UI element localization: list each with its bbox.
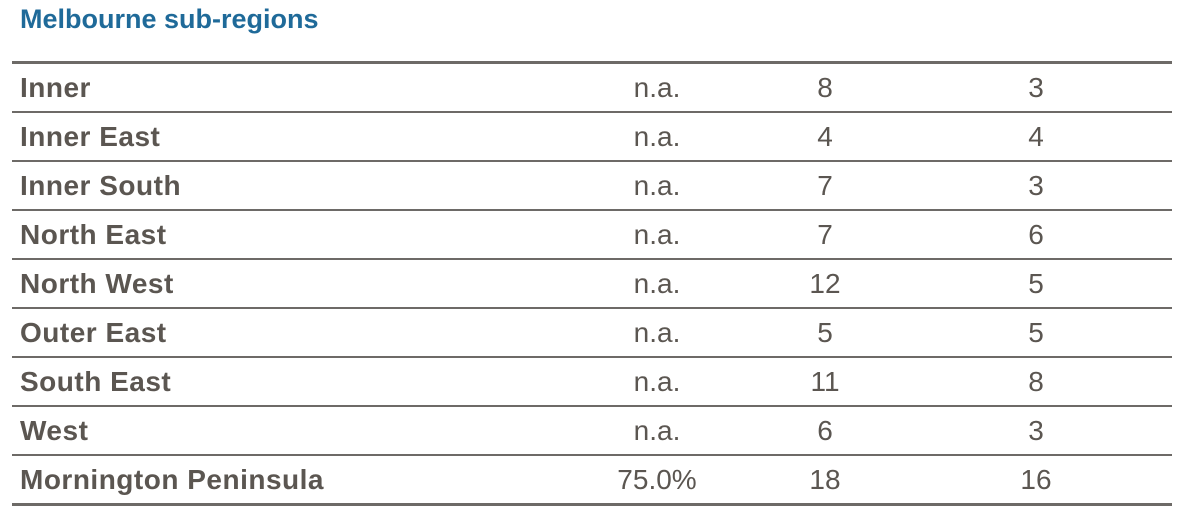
value-cell: 6	[817, 415, 833, 446]
value-cell: 5	[1028, 317, 1044, 348]
table-row: Inner East n.a. 4 4	[12, 111, 1172, 160]
value-cell: 8	[1028, 366, 1044, 397]
value-cell: 18	[809, 464, 841, 495]
value-cell: n.a.	[633, 219, 681, 250]
value-cell: 11	[810, 366, 840, 397]
value-cell: 6	[1028, 219, 1044, 250]
value-cell: 5	[817, 317, 833, 348]
row-label: Inner	[20, 72, 91, 103]
table-row: West n.a. 6 3	[12, 405, 1172, 454]
value-cell: 3	[1028, 170, 1044, 201]
value-cell: 3	[1028, 415, 1044, 446]
section-title: Melbourne sub-regions	[20, 4, 319, 34]
value-cell: 16	[1020, 464, 1052, 495]
value-cell: 3	[1028, 72, 1044, 103]
row-label: Mornington Peninsula	[20, 464, 324, 495]
table-row: South East n.a. 11 8	[12, 356, 1172, 405]
row-label: North West	[20, 268, 174, 299]
table-row: Outer East n.a. 5 5	[12, 307, 1172, 356]
table-row: Inner n.a. 8 3	[12, 61, 1172, 111]
value-cell: 4	[817, 121, 833, 152]
value-cell: 4	[1028, 121, 1044, 152]
value-cell: n.a.	[633, 366, 681, 397]
row-label: South East	[20, 366, 172, 397]
row-label: Inner South	[20, 170, 182, 201]
value-cell: n.a.	[633, 121, 681, 152]
value-cell: n.a.	[633, 72, 681, 103]
value-cell: 75.0%	[617, 464, 697, 495]
table: Inner n.a. 8 3 Inner East n.a. 4 4 Inner South n.…	[12, 61, 1172, 506]
value-cell: n.a.	[633, 415, 681, 446]
value-cell: n.a.	[633, 317, 681, 348]
row-label: North East	[20, 219, 167, 250]
table-row: North West n.a. 12 5	[12, 258, 1172, 307]
value-cell: 8	[817, 72, 833, 103]
table-row: North East n.a. 7 6	[12, 209, 1172, 258]
table-row: Inner South n.a. 7 3	[12, 160, 1172, 209]
value-cell: 7	[817, 170, 833, 201]
table-row: Mornington Peninsula 75.0% 18 16	[12, 454, 1172, 506]
row-label: Inner East	[20, 121, 161, 152]
value-cell: 5	[1028, 268, 1044, 299]
value-cell: n.a.	[633, 170, 681, 201]
value-cell: 12	[809, 268, 841, 299]
row-label: Outer East	[20, 317, 167, 348]
row-label: West	[20, 415, 89, 446]
value-cell: 7	[817, 219, 833, 250]
value-cell: n.a.	[633, 268, 681, 299]
